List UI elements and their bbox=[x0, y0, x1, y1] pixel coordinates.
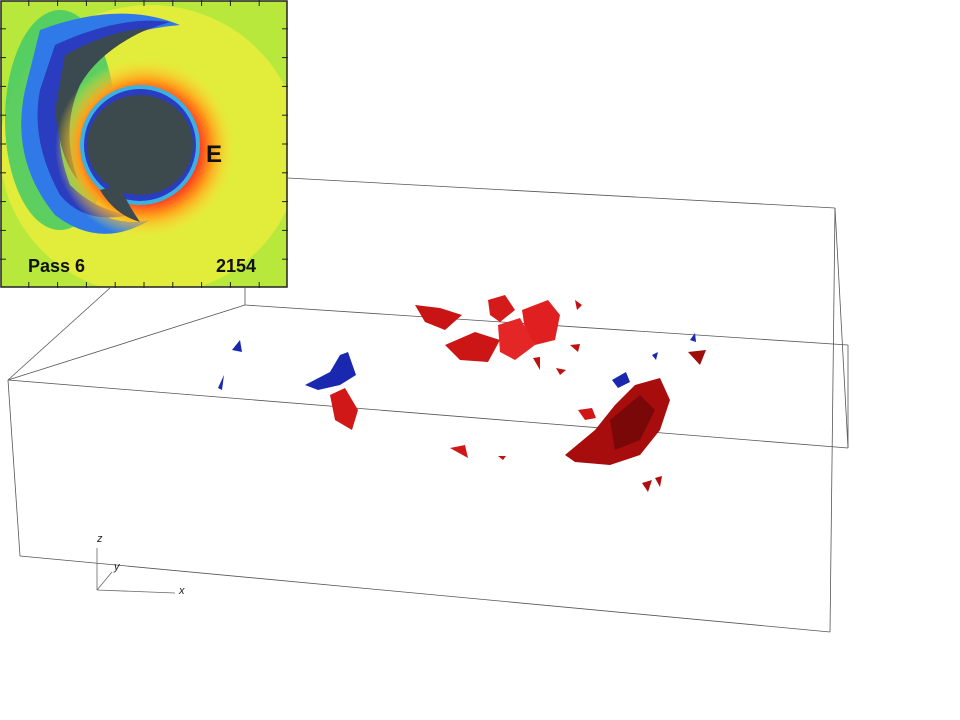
isosurfaces bbox=[218, 295, 706, 492]
pass-label: Pass 6 bbox=[28, 256, 85, 276]
box-wireframe bbox=[7, 177, 849, 633]
time-label: 2154 bbox=[216, 256, 256, 276]
axis-triad bbox=[96, 548, 176, 594]
axis-label-x: x bbox=[178, 585, 185, 597]
axis-label-y: y bbox=[113, 561, 121, 573]
axis-label-z: z bbox=[96, 533, 103, 545]
radar-inset: E Pass 6 2154 bbox=[0, 0, 288, 288]
eyewall-marker: E bbox=[206, 141, 222, 168]
